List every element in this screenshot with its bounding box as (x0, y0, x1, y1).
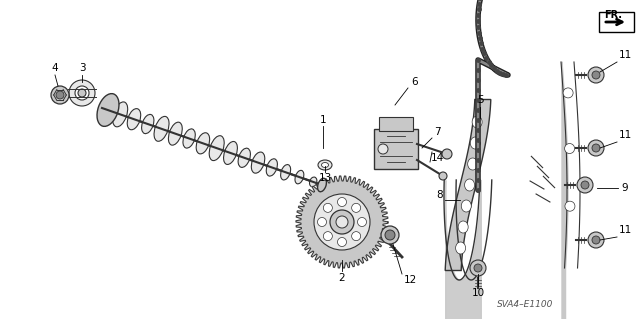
Ellipse shape (472, 116, 482, 128)
Ellipse shape (337, 238, 346, 247)
Circle shape (75, 86, 89, 100)
Ellipse shape (321, 162, 328, 167)
FancyBboxPatch shape (374, 129, 418, 169)
Circle shape (564, 144, 575, 153)
Text: 6: 6 (412, 77, 419, 87)
Text: 9: 9 (621, 183, 628, 193)
Ellipse shape (358, 218, 367, 226)
Ellipse shape (295, 170, 304, 184)
Ellipse shape (458, 221, 468, 233)
Ellipse shape (456, 242, 466, 254)
Ellipse shape (266, 159, 277, 176)
Circle shape (588, 232, 604, 248)
Ellipse shape (252, 152, 265, 173)
Text: 4: 4 (52, 63, 58, 73)
Polygon shape (445, 100, 491, 271)
Ellipse shape (470, 137, 480, 149)
Circle shape (565, 201, 575, 211)
Text: FR.: FR. (604, 10, 622, 20)
Circle shape (577, 177, 593, 193)
Ellipse shape (168, 122, 182, 145)
Ellipse shape (323, 203, 332, 212)
Ellipse shape (351, 203, 361, 212)
Circle shape (439, 172, 447, 180)
Circle shape (588, 140, 604, 156)
Circle shape (581, 181, 589, 189)
Circle shape (470, 260, 486, 276)
Circle shape (330, 210, 354, 234)
Circle shape (442, 149, 452, 159)
Ellipse shape (465, 179, 475, 191)
Circle shape (381, 226, 399, 244)
Text: 7: 7 (434, 127, 440, 137)
Circle shape (56, 91, 64, 99)
Text: 3: 3 (79, 63, 85, 73)
Text: 5: 5 (477, 95, 483, 105)
Circle shape (336, 216, 348, 228)
Text: 2: 2 (339, 273, 346, 283)
Ellipse shape (127, 109, 141, 130)
Text: 1: 1 (320, 115, 326, 125)
Circle shape (474, 264, 482, 272)
Ellipse shape (351, 232, 361, 241)
Ellipse shape (99, 96, 115, 123)
Circle shape (588, 67, 604, 83)
Text: 11: 11 (618, 225, 632, 235)
Text: 10: 10 (472, 288, 484, 298)
Ellipse shape (97, 93, 119, 126)
Polygon shape (296, 176, 388, 268)
Ellipse shape (323, 232, 332, 241)
Circle shape (592, 144, 600, 152)
Circle shape (51, 86, 69, 104)
FancyBboxPatch shape (379, 117, 413, 131)
Text: 11: 11 (618, 130, 632, 140)
Ellipse shape (468, 158, 477, 170)
Text: 11: 11 (618, 50, 632, 60)
Ellipse shape (318, 160, 332, 170)
Circle shape (314, 194, 370, 250)
Ellipse shape (183, 129, 195, 148)
Ellipse shape (238, 148, 250, 167)
Text: 12: 12 (403, 275, 417, 285)
Circle shape (385, 230, 395, 240)
Text: SVA4–E1100: SVA4–E1100 (497, 300, 553, 309)
Circle shape (378, 144, 388, 154)
Circle shape (592, 236, 600, 244)
Circle shape (78, 89, 86, 97)
Ellipse shape (113, 102, 127, 127)
Circle shape (592, 71, 600, 79)
Ellipse shape (280, 165, 291, 180)
Ellipse shape (461, 200, 471, 212)
Ellipse shape (154, 116, 169, 141)
Ellipse shape (223, 141, 237, 165)
Text: 8: 8 (436, 190, 444, 200)
Ellipse shape (196, 133, 210, 154)
Ellipse shape (209, 136, 224, 160)
Ellipse shape (317, 218, 326, 226)
Circle shape (69, 80, 95, 106)
Ellipse shape (317, 178, 326, 192)
Text: 13: 13 (318, 173, 332, 183)
Circle shape (563, 88, 573, 98)
Ellipse shape (141, 115, 154, 134)
Ellipse shape (337, 197, 346, 206)
Ellipse shape (310, 177, 317, 187)
Text: 14: 14 (430, 153, 444, 163)
